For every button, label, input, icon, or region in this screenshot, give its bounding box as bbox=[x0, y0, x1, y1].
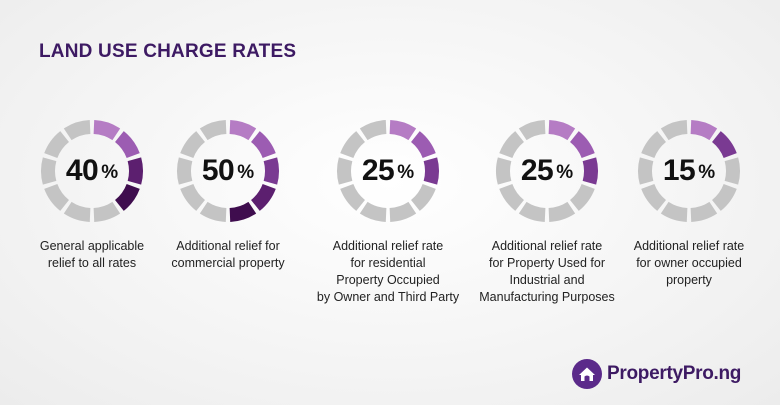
filled-segment bbox=[423, 157, 439, 185]
filled-segment bbox=[582, 157, 598, 185]
empty-segment bbox=[340, 183, 366, 211]
caption-line: Additional relief rate bbox=[332, 239, 444, 253]
percentage-number: 25 bbox=[520, 154, 554, 187]
rate-card: 25% Additional relief rate for residential… bbox=[313, 118, 463, 306]
filled-segment bbox=[690, 120, 718, 141]
empty-segment bbox=[690, 201, 718, 222]
percent-sign: % bbox=[556, 162, 574, 183]
caption-line: General applicable bbox=[39, 239, 145, 253]
propertypro-logo[interactable]: PropertyPro.ng bbox=[572, 357, 741, 391]
filled-segment bbox=[229, 201, 257, 222]
filled-segment bbox=[548, 120, 576, 141]
empty-segment bbox=[199, 201, 227, 222]
caption-line: Industrial and bbox=[509, 273, 585, 287]
donut-chart: 25% bbox=[335, 118, 441, 224]
caption-line: Additional relief rate bbox=[491, 239, 603, 253]
caption-line: for Property Used for bbox=[488, 256, 605, 270]
percentage-number: 50 bbox=[201, 154, 235, 187]
rate-caption: Additional relief rate for residential Pro… bbox=[313, 238, 463, 306]
percentage-label: 25% bbox=[494, 118, 600, 224]
caption-line: by Owner and Third Party bbox=[316, 290, 460, 304]
empty-segment bbox=[359, 201, 387, 222]
filled-segment bbox=[127, 157, 143, 185]
house-logo-icon bbox=[572, 359, 602, 389]
donut-chart: 50% bbox=[175, 118, 281, 224]
percentage-label: 40% bbox=[39, 118, 145, 224]
caption-line: for owner occupied bbox=[636, 256, 742, 270]
empty-segment bbox=[660, 120, 688, 141]
percent-sign: % bbox=[237, 162, 255, 183]
empty-segment bbox=[548, 201, 576, 222]
empty-segment bbox=[641, 183, 667, 211]
rate-caption: Additional relief for commercial property bbox=[153, 238, 303, 272]
caption-line: relief to all rates bbox=[47, 256, 137, 270]
filled-segment bbox=[569, 131, 595, 159]
empty-segment bbox=[638, 157, 654, 185]
percentage-label: 25% bbox=[335, 118, 441, 224]
donut-chart: 15% bbox=[636, 118, 742, 224]
percent-sign: % bbox=[101, 162, 119, 183]
filled-segment bbox=[114, 131, 140, 159]
donut-chart: 25% bbox=[494, 118, 600, 224]
filled-segment bbox=[711, 131, 737, 159]
percentage-label: 15% bbox=[636, 118, 742, 224]
percentage-number: 25 bbox=[361, 154, 395, 187]
empty-segment bbox=[63, 120, 91, 141]
rate-card: 15% Additional relief rate for owner occup… bbox=[614, 118, 764, 289]
rate-caption: General applicable relief to all rates bbox=[17, 238, 167, 272]
filled-segment bbox=[263, 157, 279, 185]
empty-segment bbox=[180, 131, 206, 159]
empty-segment bbox=[337, 157, 353, 185]
logo-text: PropertyPro.ng bbox=[607, 363, 742, 384]
empty-segment bbox=[518, 201, 546, 222]
empty-segment bbox=[41, 157, 57, 185]
empty-segment bbox=[359, 120, 387, 141]
rate-card: 50% Additional relief for commercial prope… bbox=[153, 118, 303, 272]
caption-line: Additional relief rate bbox=[633, 239, 745, 253]
filled-segment bbox=[229, 120, 257, 141]
empty-segment bbox=[496, 157, 512, 185]
empty-segment bbox=[660, 201, 688, 222]
empty-segment bbox=[410, 183, 436, 211]
filled-segment bbox=[389, 120, 417, 141]
rate-caption: Additional relief rate for owner occupied… bbox=[614, 238, 764, 289]
empty-segment bbox=[199, 120, 227, 141]
empty-segment bbox=[180, 183, 206, 211]
caption-line: Manufacturing Purposes bbox=[479, 290, 615, 304]
filled-segment bbox=[410, 131, 436, 159]
percentage-number: 15 bbox=[662, 154, 696, 187]
filled-segment bbox=[114, 183, 140, 211]
caption-line: Additional relief for bbox=[176, 239, 280, 253]
empty-segment bbox=[711, 183, 737, 211]
empty-segment bbox=[44, 183, 70, 211]
empty-segment bbox=[389, 201, 417, 222]
empty-segment bbox=[499, 131, 525, 159]
percent-sign: % bbox=[698, 162, 716, 183]
empty-segment bbox=[63, 201, 91, 222]
empty-segment bbox=[641, 131, 667, 159]
empty-segment bbox=[93, 201, 121, 222]
percentage-number: 40 bbox=[65, 154, 99, 187]
empty-segment bbox=[499, 183, 525, 211]
empty-segment bbox=[177, 157, 193, 185]
percent-sign: % bbox=[397, 162, 415, 183]
filled-segment bbox=[250, 183, 276, 211]
filled-segment bbox=[93, 120, 121, 141]
rate-caption: Additional relief rate for Property Used … bbox=[472, 238, 622, 306]
rate-card: 40% General applicable relief to all rates bbox=[17, 118, 167, 272]
caption-line: property bbox=[666, 273, 712, 287]
empty-segment bbox=[569, 183, 595, 211]
caption-line: for residential bbox=[350, 256, 426, 270]
caption-line: commercial property bbox=[171, 256, 285, 270]
empty-segment bbox=[340, 131, 366, 159]
rate-card: 25% Additional relief rate for Property Us… bbox=[472, 118, 622, 306]
donut-chart: 40% bbox=[39, 118, 145, 224]
empty-segment bbox=[518, 120, 546, 141]
empty-segment bbox=[724, 157, 740, 185]
percentage-label: 50% bbox=[175, 118, 281, 224]
caption-line: Property Occupied bbox=[336, 273, 440, 287]
filled-segment bbox=[250, 131, 276, 159]
empty-segment bbox=[44, 131, 70, 159]
page-title: LAND USE CHARGE RATES bbox=[39, 41, 297, 62]
